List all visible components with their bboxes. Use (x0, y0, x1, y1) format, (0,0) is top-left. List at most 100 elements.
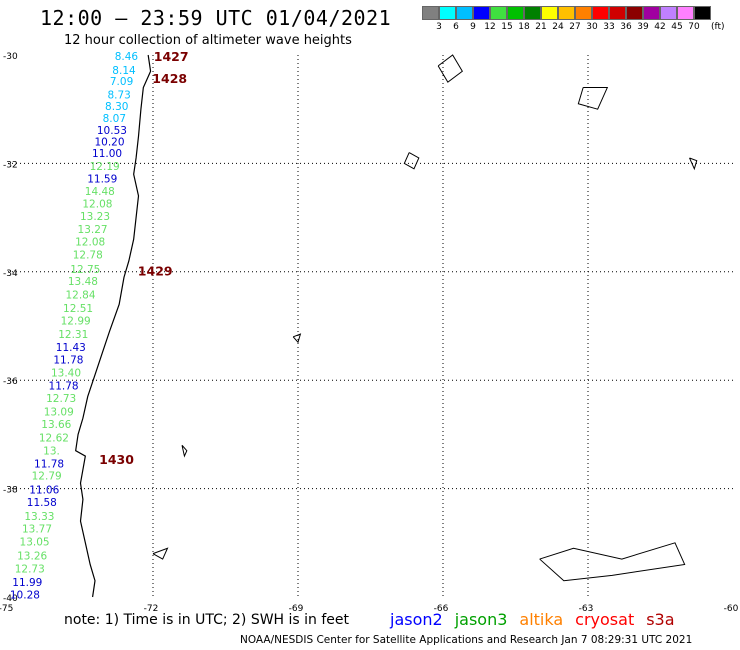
wave-height-label: 13.48 (68, 276, 98, 288)
wave-height-label: 13.40 (51, 368, 81, 380)
wave-height-label: 13.33 (24, 511, 54, 523)
legend-swatch (422, 6, 439, 20)
wave-height-label: 12.84 (65, 290, 95, 302)
wave-height-label: 11.99 (12, 577, 42, 589)
wave-height-label: 10.53 (97, 125, 127, 137)
legend-tick-label: 15 (501, 22, 513, 32)
lat-tick-label: -32 (3, 160, 18, 170)
wave-height-label: 13.26 (17, 550, 47, 562)
legend-tick-label: 9 (470, 22, 476, 32)
legend-swatch (439, 6, 456, 20)
wave-height-label: 13.09 (44, 407, 74, 419)
wave-height-label: 11.59 (87, 174, 117, 186)
legend-swatch (660, 6, 677, 20)
wave-height-label: 13.77 (22, 524, 52, 536)
legend-swatches (422, 6, 711, 20)
wave-height-label: 12.51 (63, 303, 93, 315)
legend-tick-label: 12 (484, 22, 496, 32)
wave-height-label: 11.58 (27, 497, 57, 509)
wave-height-label: 13.27 (78, 224, 108, 236)
satellite-legend: jason2 jason3 altika cryosat s3a (390, 610, 675, 629)
legend-tick-label: 21 (535, 22, 547, 32)
legend-tick-label: 3 (436, 22, 442, 32)
credit-line: NOAA/NESDIS Center for Satellite Applica… (240, 634, 693, 646)
land-outline (292, 333, 302, 344)
lon-tick-label: -69 (289, 604, 304, 614)
land-outline (403, 152, 420, 170)
legend-swatch (626, 6, 643, 20)
wave-height-label: 8.07 (103, 113, 126, 125)
legend-tick-label: 42 (654, 22, 666, 32)
wave-height-label: 8.30 (105, 101, 128, 113)
legend-unit: (ft) (711, 22, 725, 32)
legend-swatch (524, 6, 541, 20)
color-scale-legend: (ft) 3 6 9 12 15 18 21 24 27 30 33 36 39 42 45 70 (422, 6, 725, 34)
land-outline (437, 54, 463, 83)
wave-height-label: 12.08 (75, 236, 105, 248)
wave-height-label: 11.43 (56, 342, 86, 354)
lat-tick-label: -38 (3, 486, 18, 496)
legend-swatch (609, 6, 626, 20)
wave-height-label: 11.78 (53, 355, 83, 367)
legend-tick-label: 27 (569, 22, 581, 32)
wave-height-label: 10.28 (10, 589, 40, 601)
lon-tick-label: -72 (144, 604, 159, 614)
time-label: 1430 (99, 452, 134, 467)
legend-tick-label: 39 (637, 22, 649, 32)
wave-height-label: 12.19 (90, 161, 120, 173)
wave-height-label: 12.78 (73, 249, 103, 261)
lon-tick-label: -75 (0, 604, 13, 614)
wave-height-label: 10.20 (94, 137, 124, 149)
wave-height-label: 11.00 (92, 148, 122, 160)
legend-swatch (541, 6, 558, 20)
wave-height-label: 12.75 (70, 264, 100, 276)
legend-tick-label: 30 (586, 22, 598, 32)
lat-tick-label: -36 (3, 377, 18, 387)
wave-height-label: 12.73 (46, 393, 76, 405)
satellite-label: s3a (646, 610, 675, 629)
footer-note: note: 1) Time is in UTC; 2) SWH is in fe… (64, 612, 350, 628)
legend-swatch (677, 6, 694, 20)
lon-tick-label: -66 (434, 604, 449, 614)
map-subtitle: 12 hour collection of altimeter wave hei… (64, 33, 352, 48)
wave-height-label: 12.73 (15, 563, 45, 575)
legend-swatch (694, 6, 711, 20)
legend-tick-label: 6 (453, 22, 459, 32)
legend-tick-label: 18 (518, 22, 530, 32)
legend-tick-label: 33 (603, 22, 615, 32)
wave-height-label: 8.73 (107, 90, 130, 102)
time-label: 1427 (154, 49, 189, 64)
land-outline (539, 542, 686, 582)
lon-tick-label: -60 (724, 604, 739, 614)
time-label: 1428 (152, 71, 187, 86)
legend-swatch (473, 6, 490, 20)
wave-height-label: 11.78 (49, 381, 79, 393)
legend-swatch (456, 6, 473, 20)
wave-height-label: 13.23 (80, 211, 110, 223)
legend-swatch (643, 6, 660, 20)
legend-tick-label: 70 (688, 22, 700, 32)
land-outline (181, 444, 188, 458)
chile-coastline (75, 54, 152, 598)
time-label: 1429 (138, 264, 173, 279)
wave-height-label: 13.05 (20, 537, 50, 549)
legend-swatch (558, 6, 575, 20)
legend-swatch (507, 6, 524, 20)
satellite-label: altika (519, 610, 564, 629)
wave-height-label: 11.06 (29, 485, 59, 497)
land-outline (689, 157, 698, 171)
legend-swatch (592, 6, 609, 20)
wave-height-label: 13. (43, 446, 60, 458)
lat-tick-label: -34 (3, 269, 18, 279)
wave-height-label: 12.62 (39, 433, 69, 445)
wave-height-label: 8.14 (112, 65, 136, 77)
satellite-label: jason2 (390, 610, 443, 629)
legend-tick-labels: (ft) 3 6 9 12 15 18 21 24 27 30 33 36 39 42 45 70 (422, 20, 724, 34)
legend-tick-label: 36 (620, 22, 632, 32)
map-title: 12:00 – 23:59 UTC 01/04/2021 (40, 6, 392, 30)
wave-height-label: 12.99 (61, 316, 91, 328)
wave-height-label: 13.66 (41, 419, 71, 431)
lon-tick-label: -63 (579, 604, 594, 614)
wave-height-label: 12.08 (82, 199, 112, 211)
